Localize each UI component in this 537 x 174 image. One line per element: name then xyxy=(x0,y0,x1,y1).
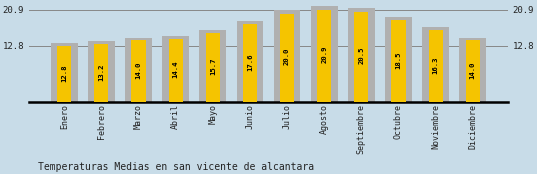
Bar xyxy=(429,30,442,102)
Text: 20.5: 20.5 xyxy=(358,46,364,64)
Text: 16.3: 16.3 xyxy=(433,56,439,74)
Bar xyxy=(243,25,257,102)
Text: 13.2: 13.2 xyxy=(98,63,104,81)
Bar xyxy=(348,7,375,102)
Bar xyxy=(311,6,338,102)
Bar xyxy=(317,10,331,102)
Text: 18.5: 18.5 xyxy=(395,51,402,69)
Text: Temperaturas Medias en san vicente de alcantara: Temperaturas Medias en san vicente de al… xyxy=(38,162,314,172)
Text: 14.4: 14.4 xyxy=(173,61,179,78)
Bar xyxy=(422,27,449,102)
Bar xyxy=(237,21,263,102)
Bar xyxy=(354,12,368,102)
Bar xyxy=(88,41,115,102)
Text: 20.9: 20.9 xyxy=(321,46,327,63)
Bar xyxy=(274,10,300,102)
Bar xyxy=(169,39,183,102)
Bar xyxy=(57,46,71,102)
Text: 14.0: 14.0 xyxy=(135,61,142,79)
Bar xyxy=(51,43,78,102)
Text: 14.0: 14.0 xyxy=(470,61,476,79)
Bar xyxy=(466,40,480,102)
Bar xyxy=(206,33,220,102)
Text: 17.6: 17.6 xyxy=(247,53,253,71)
Bar xyxy=(391,21,405,102)
Bar xyxy=(95,44,108,102)
Bar xyxy=(199,30,226,102)
Bar xyxy=(125,38,152,102)
Text: 12.8: 12.8 xyxy=(61,64,67,82)
Bar xyxy=(459,38,486,102)
Text: 15.7: 15.7 xyxy=(210,58,216,75)
Bar xyxy=(132,40,146,102)
Bar xyxy=(280,14,294,102)
Text: 20.0: 20.0 xyxy=(284,48,290,65)
Bar xyxy=(162,36,189,102)
Bar xyxy=(385,17,412,102)
